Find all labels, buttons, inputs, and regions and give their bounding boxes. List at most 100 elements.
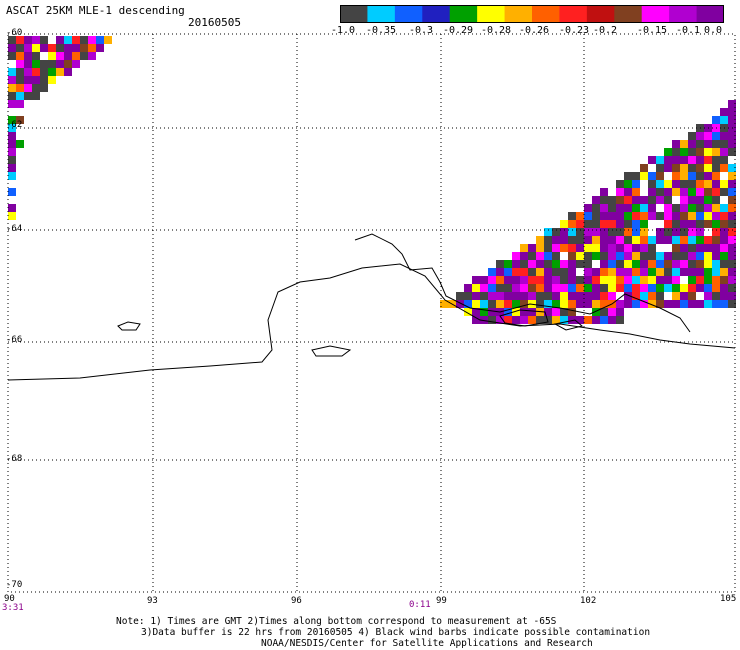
data-cell xyxy=(688,212,696,220)
data-cell xyxy=(696,196,704,204)
map-frame xyxy=(7,33,736,593)
data-cell xyxy=(704,132,712,140)
data-cell xyxy=(16,84,24,92)
data-cell xyxy=(32,84,40,92)
data-cell xyxy=(24,60,32,68)
data-cell xyxy=(576,244,584,252)
data-cell xyxy=(504,316,512,324)
data-cell xyxy=(8,156,16,164)
data-cell xyxy=(712,212,720,220)
data-cell xyxy=(512,268,520,276)
data-cell xyxy=(8,212,16,220)
data-cell xyxy=(680,228,688,236)
data-cell xyxy=(88,44,96,52)
data-cell xyxy=(560,268,568,276)
colorbar-labels: -1.0 -0.35 -0.3 -0.29 -0.28 -0.26 -0.23 -0.2 -0.… xyxy=(330,25,730,39)
data-cell xyxy=(544,252,552,260)
note-line-1: Note: 1) Times are GMT 2)Times along bot… xyxy=(116,616,557,627)
data-cell xyxy=(560,292,568,300)
data-cell xyxy=(64,44,72,52)
colorbar-tick-label: -0.26 xyxy=(518,25,550,36)
data-cell xyxy=(728,148,736,156)
data-cell xyxy=(680,196,688,204)
data-cell xyxy=(704,236,712,244)
data-cell xyxy=(688,220,696,228)
data-cell xyxy=(680,220,688,228)
data-cell xyxy=(440,300,448,308)
data-cell xyxy=(664,148,672,156)
data-cell xyxy=(536,300,544,308)
data-cell xyxy=(584,292,592,300)
data-cell xyxy=(624,220,632,228)
data-cell xyxy=(472,292,480,300)
data-cell xyxy=(536,252,544,260)
data-cell xyxy=(568,244,576,252)
data-cell xyxy=(680,300,688,308)
data-cell xyxy=(96,44,104,52)
note-line-2: 3)Data buffer is 22 hrs from 20160505 4)… xyxy=(141,627,651,638)
data-cell xyxy=(624,300,632,308)
data-cell xyxy=(720,300,728,308)
time-label-mid: 0:11 xyxy=(409,600,431,610)
data-cell xyxy=(608,236,616,244)
data-cell xyxy=(704,268,712,276)
data-cell xyxy=(592,276,600,284)
data-cell xyxy=(16,44,24,52)
data-cell xyxy=(640,252,648,260)
data-cell xyxy=(688,188,696,196)
colorbar-swatch xyxy=(367,5,396,23)
data-cell xyxy=(584,316,592,324)
colorbar-tick-label: 0.0 xyxy=(703,25,723,36)
data-cell xyxy=(696,164,704,172)
data-cell xyxy=(704,148,712,156)
data-cell xyxy=(24,68,32,76)
data-cell xyxy=(16,60,24,68)
data-cell xyxy=(696,236,704,244)
data-cell xyxy=(728,300,736,308)
data-cell xyxy=(672,228,680,236)
data-cell xyxy=(608,228,616,236)
data-cell xyxy=(88,36,96,44)
data-cell xyxy=(8,92,16,100)
data-cell xyxy=(568,308,576,316)
data-cell xyxy=(528,252,536,260)
data-cell xyxy=(88,52,96,60)
data-cell xyxy=(728,268,736,276)
data-cell xyxy=(624,188,632,196)
lat-label-64: -64 xyxy=(6,224,23,234)
data-cell xyxy=(640,236,648,244)
data-cell xyxy=(664,252,672,260)
data-cell xyxy=(720,268,728,276)
data-cell xyxy=(632,188,640,196)
data-cell xyxy=(688,284,696,292)
data-cell xyxy=(696,260,704,268)
data-cell xyxy=(624,252,632,260)
data-cell xyxy=(672,260,680,268)
data-cell xyxy=(8,36,16,44)
data-cell xyxy=(600,260,608,268)
data-cell xyxy=(608,292,616,300)
data-cell xyxy=(624,196,632,204)
data-cell xyxy=(536,244,544,252)
data-cell xyxy=(656,156,664,164)
data-cell xyxy=(664,276,672,284)
data-cell xyxy=(536,316,544,324)
data-cell xyxy=(512,292,520,300)
data-cell xyxy=(616,188,624,196)
data-cell xyxy=(552,300,560,308)
data-cell xyxy=(680,180,688,188)
data-cell xyxy=(696,180,704,188)
data-cell xyxy=(720,212,728,220)
colorbar-tick-label: -0.23 xyxy=(558,25,590,36)
data-cell xyxy=(16,116,24,124)
data-cell xyxy=(512,284,520,292)
data-cell xyxy=(488,268,496,276)
data-cell xyxy=(688,132,696,140)
data-cell xyxy=(640,228,648,236)
data-cell xyxy=(672,188,680,196)
data-cell xyxy=(656,188,664,196)
data-cell xyxy=(592,292,600,300)
data-cell xyxy=(472,308,480,316)
data-cell xyxy=(688,156,696,164)
data-cell xyxy=(472,316,480,324)
